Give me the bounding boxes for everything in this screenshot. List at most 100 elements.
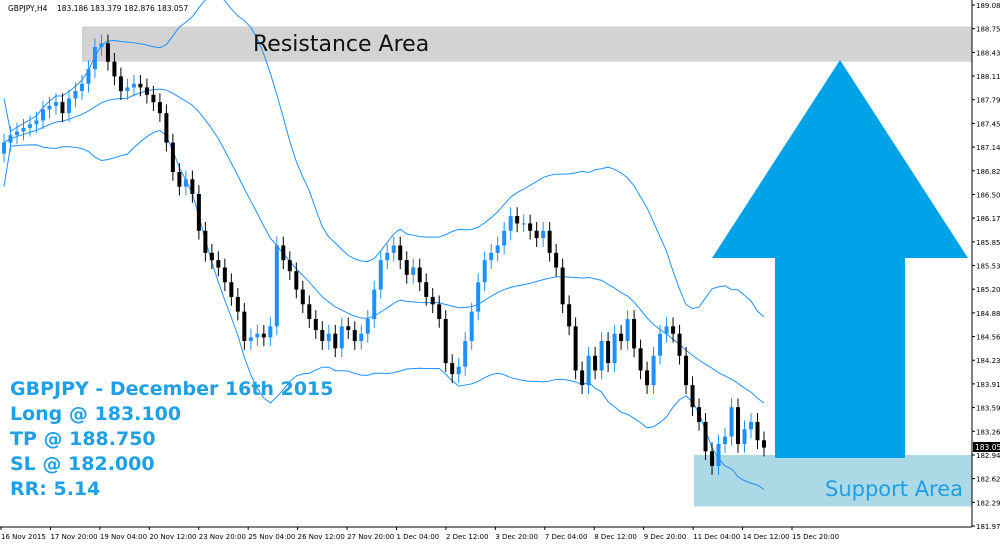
candle-body: [690, 385, 695, 408]
candle-body: [677, 333, 682, 356]
candle-body: [222, 267, 227, 283]
candle-body: [476, 282, 481, 312]
candle-body: [157, 102, 162, 114]
trade-take-profit: TP @ 188.750: [10, 428, 156, 450]
candle-body: [216, 260, 221, 268]
x-tick-label: 14 Dec 12:00: [743, 533, 790, 541]
x-tick-label: 19 Nov 04:00: [100, 533, 147, 541]
y-tick-label: 185.205: [976, 286, 1000, 294]
candle-body: [612, 333, 617, 364]
candle-body: [749, 421, 754, 430]
candle-body: [144, 87, 149, 95]
candle-body: [573, 326, 578, 371]
candle-body: [268, 326, 273, 338]
x-tick-label: 9 Dec 20:00: [644, 533, 687, 541]
y-tick-label: 187.145: [976, 144, 1000, 152]
y-tick-label: 188.110: [976, 73, 1000, 81]
candle-body: [66, 98, 71, 114]
candle-body: [684, 355, 689, 386]
x-tick-label: 27 Nov 20:00: [347, 533, 394, 541]
candle-body: [99, 43, 104, 48]
candle-body: [625, 318, 630, 342]
candle-body: [229, 282, 234, 297]
candle-body: [274, 245, 279, 327]
candle-body: [170, 142, 175, 172]
y-tick-label: 186.820: [976, 168, 1000, 176]
candle-body: [300, 289, 305, 305]
candle-body: [40, 109, 45, 121]
up-trend-arrow: [712, 60, 968, 458]
candle-body: [742, 429, 747, 444]
candle-body: [112, 61, 117, 77]
candle-body: [235, 296, 240, 312]
candle-body: [528, 223, 533, 231]
x-tick-label: 3 Dec 20:00: [495, 533, 538, 541]
candle-body: [92, 47, 97, 70]
y-tick-label: 184.880: [976, 310, 1000, 318]
candle-body: [378, 260, 383, 290]
candle-body: [469, 311, 474, 342]
support-label: Support Area: [825, 477, 963, 501]
candle-body: [138, 83, 143, 88]
support-zone: [694, 454, 972, 507]
candle-body: [599, 341, 604, 371]
candle-body: [489, 252, 494, 261]
candle-body: [755, 421, 760, 441]
candle-body: [248, 337, 253, 342]
candle-body: [73, 91, 78, 99]
candle-body: [125, 87, 130, 92]
candle-body: [619, 333, 624, 342]
candle-body: [671, 326, 676, 334]
candle-body: [34, 120, 39, 125]
candle-body: [411, 267, 416, 275]
candle-body: [658, 333, 663, 356]
candle-body: [177, 171, 182, 187]
x-tick-label: 16 Nov 2015: [1, 533, 46, 541]
x-tick-label: 15 Dec 20:00: [792, 533, 839, 541]
trade-stop-loss: SL @ 182.000: [10, 453, 155, 475]
candle-body: [664, 326, 669, 334]
candle-body: [151, 94, 156, 103]
candle-body: [287, 260, 292, 272]
candle-body: [307, 304, 312, 319]
y-tick-label: 184.560: [976, 334, 1000, 342]
y-tick-label: 188.750: [976, 26, 1000, 34]
candle-body: [456, 366, 461, 375]
candle-body: [8, 135, 13, 143]
candle-body: [21, 127, 26, 132]
candle-body: [255, 333, 260, 338]
candle-body: [515, 216, 520, 224]
candle-body: [697, 407, 702, 422]
candle-body: [736, 407, 741, 444]
candle-body: [105, 43, 110, 62]
y-tick-label: 184.235: [976, 357, 1000, 365]
candle-body: [326, 333, 331, 342]
x-tick-label: 17 Nov 20:00: [50, 533, 97, 541]
trade-info-box: GBPJPY - December 16th 2015 Long @ 183.1…: [10, 378, 334, 500]
candle-body: [495, 245, 500, 253]
candle-body: [580, 370, 585, 386]
current-price-marker: 183.057: [973, 442, 1000, 452]
candle-body: [242, 311, 247, 342]
candle-body: [547, 230, 552, 253]
candle-body: [710, 451, 715, 466]
candle-body: [404, 260, 409, 275]
x-tick-label: 20 Nov 12:00: [149, 533, 196, 541]
chart-header-ohlc: 183.186 183.379 182.876 183.057: [57, 4, 188, 13]
x-tick-label: 25 Nov 04:00: [248, 533, 295, 541]
candle-body: [729, 407, 734, 437]
trade-risk-reward: RR: 5.14: [10, 478, 100, 500]
candle-body: [2, 142, 6, 154]
candle-body: [398, 245, 403, 261]
candle-body: [281, 245, 286, 261]
y-tick-label: 186.175: [976, 215, 1000, 223]
candle-body: [651, 355, 656, 386]
candle-body: [313, 318, 318, 331]
candle-body: [47, 105, 52, 110]
candle-body: [716, 443, 721, 466]
candle-body: [645, 370, 650, 386]
candle-body: [443, 318, 448, 364]
candle-body: [430, 296, 435, 305]
candle-body: [541, 230, 546, 239]
